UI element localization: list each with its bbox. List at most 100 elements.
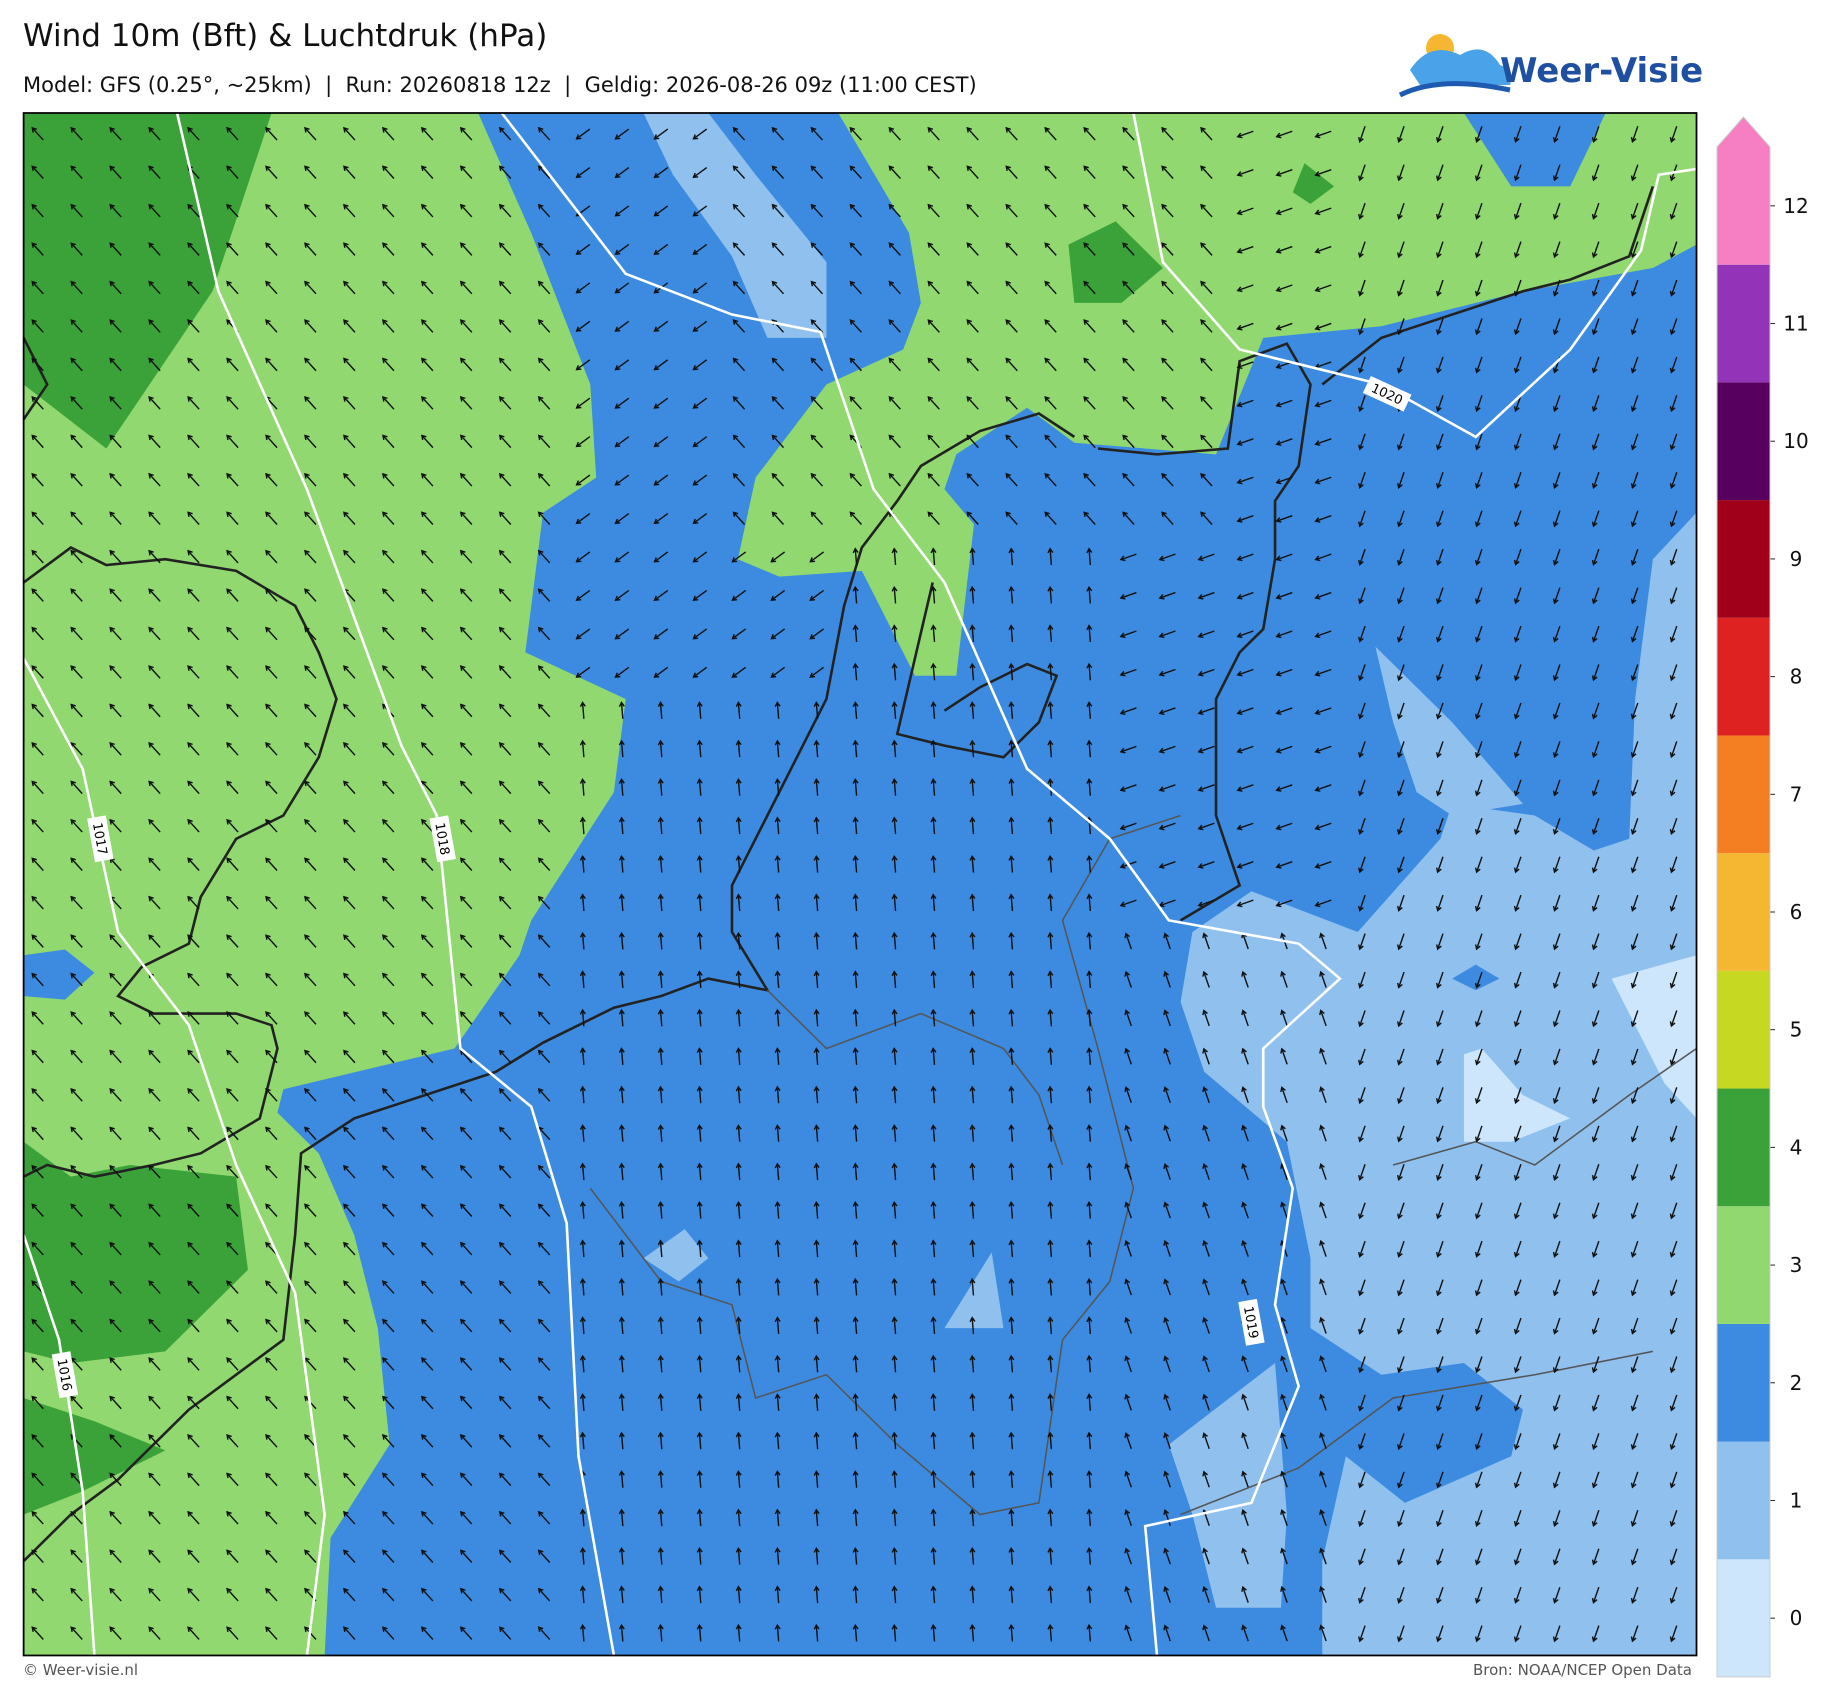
wind-arrow	[459, 934, 473, 948]
wind-arrow	[891, 1277, 898, 1296]
wind-arrow	[618, 701, 625, 719]
wind-arrow	[1474, 818, 1483, 835]
wind-arrow	[1669, 818, 1678, 835]
colorbar-segment	[1717, 382, 1770, 501]
wind-arrow	[109, 549, 122, 564]
wind-arrow	[1241, 1278, 1249, 1296]
wind-arrow	[187, 665, 200, 679]
wind-arrow	[109, 818, 122, 833]
wind-arrow	[852, 893, 859, 912]
wind-arrow	[265, 1472, 278, 1487]
colorbar-label: 8	[1790, 665, 1803, 689]
wind-arrow	[813, 701, 820, 719]
wind-arrow	[1122, 395, 1135, 410]
wind-arrow	[1122, 434, 1135, 449]
wind-arrow	[1197, 784, 1215, 792]
wind-arrow	[343, 1549, 356, 1563]
wind-arrow	[1158, 668, 1176, 677]
wind-arrow	[1630, 1240, 1639, 1258]
wind-arrow	[1669, 1240, 1678, 1258]
wind-arrow	[265, 1626, 278, 1640]
wind-arrow	[148, 895, 161, 910]
wind-arrow	[1474, 1087, 1483, 1105]
wind-arrow	[774, 1008, 781, 1027]
wind-arrow	[1119, 591, 1137, 600]
wind-arrow	[1005, 203, 1018, 218]
wind-arrow	[852, 1470, 859, 1488]
wind-arrow	[692, 436, 708, 448]
wind-arrow	[343, 1203, 356, 1217]
wind-arrow	[1591, 1164, 1600, 1181]
wind-arrow	[774, 778, 781, 796]
wind-arrow	[813, 1277, 820, 1296]
wind-arrows	[31, 126, 1678, 1643]
wind-arrow	[696, 1124, 703, 1142]
wind-arrow	[966, 472, 979, 487]
wind-arrow	[1513, 318, 1522, 336]
wind-arrow	[888, 472, 901, 487]
wind-arrow	[31, 703, 44, 718]
wind-arrow	[381, 588, 395, 602]
wind-arrow	[614, 551, 630, 563]
wind-arrow	[31, 1203, 44, 1217]
wind-arrow	[696, 816, 703, 835]
wind-arrow	[735, 1316, 742, 1334]
wind-arrow	[70, 395, 83, 410]
wind-arrow	[657, 1585, 664, 1604]
wind-arrow	[813, 1623, 820, 1642]
wind-arrow	[891, 585, 898, 604]
wind-arrow	[1669, 1625, 1678, 1643]
wind-arrow	[1397, 856, 1405, 874]
wind-arrow	[304, 818, 317, 833]
wind-arrow	[1435, 279, 1444, 297]
wind-arrow	[732, 165, 746, 179]
wind-arrow	[969, 701, 976, 719]
wind-arrow	[31, 319, 44, 333]
wind-arrow	[187, 818, 200, 833]
wind-arrow	[1008, 1047, 1015, 1065]
wind-arrow	[930, 1277, 937, 1296]
wind-arrow	[1435, 164, 1444, 182]
wind-arrow	[1200, 165, 1213, 179]
wind-arrow	[1319, 1047, 1327, 1065]
wind-arrow	[187, 1549, 200, 1563]
wind-arrow	[1202, 1086, 1210, 1104]
wind-arrow	[1591, 625, 1600, 643]
wind-arrow	[1591, 279, 1600, 297]
wind-arrow	[459, 1203, 473, 1217]
wind-arrow	[1397, 779, 1405, 797]
wind-arrow	[1552, 1510, 1561, 1527]
wind-arrow	[813, 970, 820, 988]
wind-arrow	[420, 395, 434, 410]
wind-arrow	[1236, 515, 1254, 523]
wind-arrow	[420, 1434, 434, 1448]
wind-arrow	[852, 547, 859, 566]
wind-arrow	[1435, 818, 1444, 835]
wind-arrow	[1358, 1394, 1366, 1412]
wind-arrow	[304, 742, 317, 756]
wind-arrow	[1163, 970, 1171, 988]
wind-arrow	[1086, 854, 1093, 873]
wind-arrow	[1319, 1124, 1327, 1142]
wind-arrow	[1122, 511, 1135, 525]
wind-arrow	[927, 126, 940, 141]
wind-arrow	[1358, 625, 1366, 643]
wind-arrow	[1474, 164, 1483, 182]
wind-arrow	[1314, 476, 1332, 485]
wind-arrow	[1669, 1164, 1678, 1181]
wind-arrow	[1083, 395, 1096, 410]
wind-arrow	[226, 742, 239, 756]
wind-arrow	[891, 931, 898, 950]
wind-arrow	[1669, 1394, 1678, 1412]
wind-arrow	[774, 893, 781, 912]
wind-arrow	[109, 1510, 122, 1525]
wind-arrow	[1591, 1087, 1600, 1105]
wind-arrow	[1552, 395, 1561, 413]
wind-arrow	[304, 780, 317, 795]
wind-arrow	[1086, 1508, 1093, 1527]
wind-arrow	[1086, 739, 1093, 758]
wind-arrow	[1630, 1202, 1639, 1220]
wind-arrow	[930, 1316, 937, 1334]
wind-arrow	[774, 1124, 781, 1142]
wind-arrow	[187, 934, 200, 948]
